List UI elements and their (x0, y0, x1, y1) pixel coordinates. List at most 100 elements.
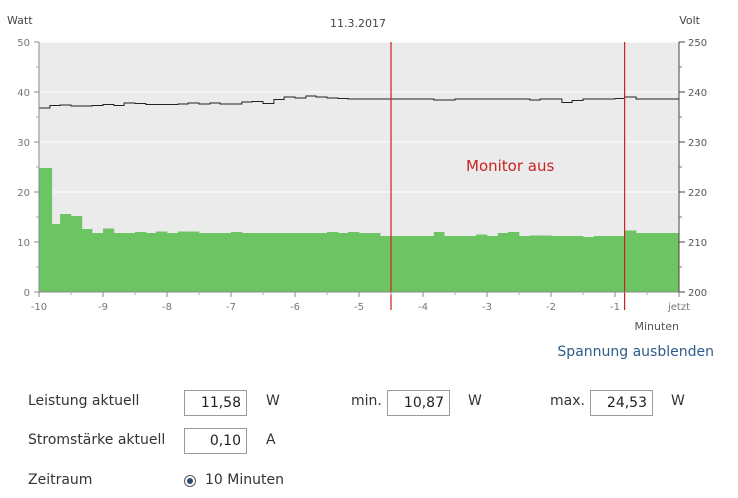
power-chart: Monitor aus 50 40 30 20 10 0 250 240 230 220 210 200… (7, 14, 707, 333)
max-label: max. (550, 393, 585, 409)
power-bar (295, 233, 307, 292)
power-bar (231, 232, 243, 292)
power-bar (519, 236, 531, 292)
power-bar (647, 233, 659, 292)
power-bar (220, 233, 232, 292)
power-bar (263, 233, 275, 292)
min-value-field: 10,87 (387, 390, 450, 416)
power-bar (497, 233, 509, 292)
power-bar (209, 233, 221, 292)
y-left-tick-label: 40 (17, 88, 30, 99)
y-left-tick-label: 10 (17, 238, 30, 249)
power-bar (423, 236, 435, 292)
power-bar (529, 235, 541, 292)
x-tick-label: -10 (31, 302, 47, 313)
y-right-tick-label: 230 (688, 138, 707, 149)
power-bar (380, 236, 392, 292)
current-unit: A (266, 432, 276, 448)
power-bar (444, 236, 456, 292)
x-tick-label: -1 (610, 302, 620, 313)
voltage-line (39, 95, 679, 109)
max-value-field: 24,53 (590, 390, 653, 416)
power-bar (51, 224, 61, 292)
power-bar (508, 232, 520, 292)
power-bar (636, 233, 648, 292)
power-bar (369, 233, 381, 292)
power-bar (604, 236, 616, 292)
power-bar (241, 233, 253, 292)
x-tick-label: -9 (98, 302, 108, 313)
x-tick-label: -3 (482, 302, 492, 313)
y-right-label: Volt (679, 14, 700, 27)
power-bar (359, 233, 371, 292)
power-bar (135, 232, 147, 292)
y-right-tick-label: 210 (688, 238, 707, 249)
toggle-voltage-link[interactable]: Spannung ausblenden (557, 344, 714, 360)
power-bar (593, 236, 605, 292)
power-bar (657, 233, 669, 292)
power-bar (284, 233, 296, 292)
power-bar (561, 236, 573, 292)
power-bar (572, 236, 584, 292)
y-right-tick-label: 220 (688, 188, 707, 199)
power-bar (624, 230, 637, 292)
chart-annotation: Monitor aus (466, 157, 554, 175)
range-label: Zeitraum (28, 472, 93, 488)
power-bar (465, 236, 477, 292)
x-tick-label: -6 (290, 302, 300, 313)
power-bar (551, 236, 563, 292)
power-bar (583, 237, 595, 292)
x-tick-label: -4 (418, 302, 428, 313)
power-bar (433, 232, 445, 292)
power-bar (455, 236, 467, 292)
x-tick-label: -8 (162, 302, 172, 313)
power-bar (81, 229, 93, 292)
power-bar (60, 214, 72, 292)
y-left-tick-label: 0 (24, 288, 30, 299)
power-bar (124, 233, 136, 292)
power-bar (540, 235, 552, 292)
power-bar (327, 232, 339, 292)
power-bar (92, 233, 104, 292)
power-bar (316, 233, 328, 292)
power-bar (487, 236, 499, 292)
y-left-tick-label: 20 (17, 188, 30, 199)
power-bar (177, 231, 189, 292)
power-bar (273, 233, 285, 292)
power-bar (337, 233, 349, 292)
power-bar (167, 233, 179, 292)
power-bar (305, 233, 317, 292)
power-bar (113, 233, 125, 292)
x-unit-label: Minuten (634, 320, 679, 333)
power-bar (252, 233, 264, 292)
min-unit: W (468, 393, 482, 409)
range-radio-10min[interactable] (184, 475, 196, 487)
current-label: Stromstärke aktuell (28, 432, 166, 448)
power-bar (391, 236, 403, 292)
power-bar (103, 228, 115, 292)
chart-title: 11.3.2017 (330, 17, 386, 30)
x-tick-label: jetzt (667, 302, 690, 313)
y-right-tick-label: 240 (688, 88, 707, 99)
power-bar (156, 231, 168, 292)
power-bar (71, 216, 83, 292)
power-bar (39, 168, 53, 292)
x-tick-label: -2 (546, 302, 556, 313)
range-option-label[interactable]: 10 Minuten (205, 472, 284, 488)
power-bar (145, 233, 157, 292)
power-bar (199, 233, 211, 292)
current-value-field: 0,10 (184, 428, 247, 454)
min-label: min. (351, 393, 382, 409)
x-tick-label: -7 (226, 302, 236, 313)
max-unit: W (671, 393, 685, 409)
power-value-field: 11,58 (184, 390, 247, 416)
y-left-tick-label: 30 (17, 138, 30, 149)
power-bar (188, 231, 200, 292)
power-label: Leistung aktuell (28, 393, 140, 409)
power-bar (348, 232, 360, 292)
power-bar (476, 234, 488, 292)
y-right-tick-label: 250 (688, 38, 707, 49)
power-bar (401, 236, 413, 292)
x-tick-label: -5 (354, 302, 364, 313)
power-bar (412, 236, 424, 292)
